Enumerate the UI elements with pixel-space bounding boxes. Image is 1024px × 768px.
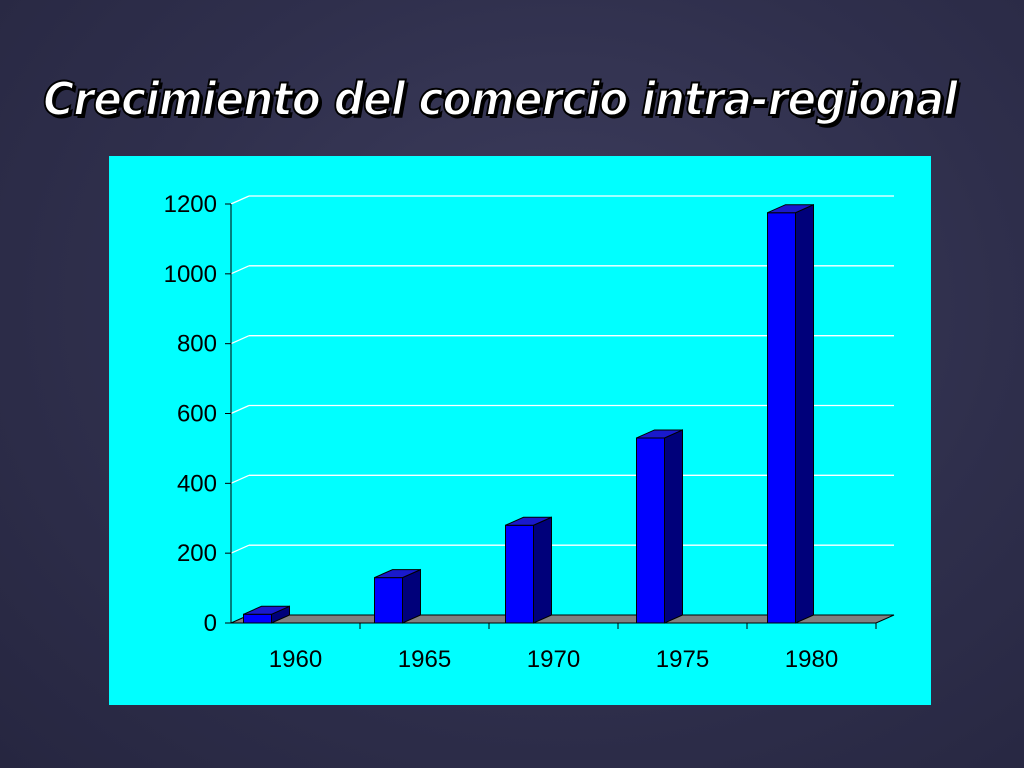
bar xyxy=(767,203,814,624)
bar xyxy=(243,605,290,624)
x-tick-label: 1960 xyxy=(269,646,322,673)
x-tick-label: 1970 xyxy=(527,646,580,673)
x-tick-label: 1980 xyxy=(785,646,838,673)
y-tick-label: 1200 xyxy=(164,191,217,218)
y-tick-labels: 0 200 400 600 800 1000 1200 xyxy=(164,191,217,637)
bar-top xyxy=(505,516,552,526)
gridline-diagonal xyxy=(230,335,250,345)
gridline-diagonal xyxy=(230,544,250,554)
bar-front xyxy=(243,613,272,624)
x-tick-label: 1965 xyxy=(398,646,451,673)
y-tick-label: 600 xyxy=(177,401,217,428)
bar-front xyxy=(636,437,665,624)
bar-front xyxy=(374,577,403,624)
bar-side xyxy=(795,203,814,624)
gridline-diagonal xyxy=(230,474,250,484)
bar-top xyxy=(767,204,814,214)
y-tick-label: 1000 xyxy=(164,261,217,288)
bar-front xyxy=(767,212,796,624)
bar-top xyxy=(374,569,421,579)
bar-top xyxy=(636,429,683,439)
bar xyxy=(505,516,552,624)
bar-side xyxy=(402,568,421,624)
y-tick-label: 400 xyxy=(177,470,217,497)
bar xyxy=(636,429,683,624)
bar-top xyxy=(243,605,290,615)
gridline-diagonal xyxy=(230,265,250,275)
gridline-diagonal xyxy=(230,195,250,205)
slide-title: Crecimiento del comercio intra-regional xyxy=(42,71,959,127)
bars xyxy=(243,203,814,624)
y-tick-label: 200 xyxy=(177,540,217,567)
gridline-diagonal xyxy=(230,404,250,415)
y-tick-label: 800 xyxy=(177,331,217,358)
x-tick-labels: 1960 1965 1970 1975 1980 xyxy=(269,646,838,673)
chart-panel: 0 200 400 600 800 1000 1200 1960 1965 1970 1975 19… xyxy=(109,156,931,705)
bar-side xyxy=(664,429,683,624)
bar-front xyxy=(505,524,534,624)
bar-side xyxy=(533,516,552,624)
bar xyxy=(374,568,421,624)
x-tick-label: 1975 xyxy=(656,646,709,673)
y-tick-label: 0 xyxy=(204,610,217,637)
